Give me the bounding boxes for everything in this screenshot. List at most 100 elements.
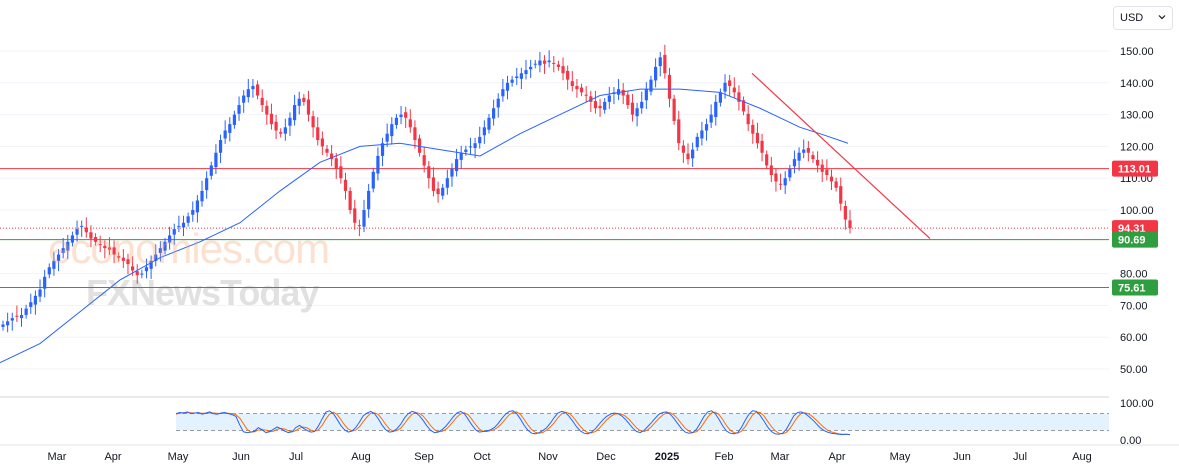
candle-body [126, 259, 130, 265]
candle-body [121, 257, 125, 261]
candle-body [524, 70, 528, 75]
candle [445, 169, 449, 195]
candle [769, 156, 773, 183]
candle [561, 57, 565, 81]
candle [237, 96, 241, 121]
candle-body [529, 66, 533, 70]
candle-body [399, 114, 403, 117]
candle-body [478, 136, 482, 144]
candle [390, 117, 394, 145]
candle [519, 67, 523, 90]
candle [612, 86, 616, 105]
level-label-90.69: 90.69 [1118, 235, 1146, 247]
candle-body [686, 153, 690, 160]
candle [283, 118, 287, 141]
candle [839, 177, 843, 211]
candle-body [70, 235, 75, 243]
stochastic-axis: 100.00 0.00 [1120, 398, 1154, 447]
candle-body [672, 98, 676, 121]
candle [38, 279, 42, 303]
candle-body [376, 155, 380, 174]
candle-body [353, 208, 357, 223]
time-tick-label: Jun [953, 451, 971, 463]
candle-body [487, 117, 491, 130]
candle-body [732, 87, 736, 93]
price-tick-label: 150.00 [1120, 46, 1154, 58]
candle-body [820, 164, 824, 172]
candle [218, 134, 223, 163]
candle-body [589, 96, 593, 102]
stochastic-tick-label: 0.00 [1120, 435, 1141, 447]
candle-body [603, 101, 607, 110]
candle [330, 144, 334, 167]
candle-body [6, 321, 10, 326]
candle-body [774, 173, 778, 182]
candle-body [195, 200, 199, 213]
candle-body [454, 159, 459, 172]
time-tick-label: Mar [771, 451, 790, 463]
candle-body [709, 114, 713, 123]
candle [19, 307, 24, 327]
candle [10, 312, 14, 331]
candle-body [621, 89, 625, 96]
candle [593, 90, 598, 114]
candle [422, 146, 426, 173]
candle-body [765, 154, 769, 166]
candle [107, 237, 112, 256]
time-tick-label: Jul [289, 451, 303, 463]
candle-body [1, 324, 5, 327]
candle [255, 80, 260, 100]
candle-body [177, 225, 181, 227]
candle [825, 159, 829, 181]
candle-body [144, 267, 149, 272]
candle [232, 110, 237, 129]
moving-average-line [0, 88, 849, 364]
candle [510, 75, 514, 87]
candle [709, 104, 713, 128]
time-tick-label: Dec [596, 451, 616, 463]
candle [1, 320, 5, 331]
candle-body [246, 89, 250, 98]
candle [181, 215, 186, 237]
candle [362, 199, 366, 233]
candle [371, 168, 375, 193]
candle-body [320, 138, 324, 147]
candle-body [839, 186, 843, 204]
candle [533, 59, 537, 69]
candle-body [575, 85, 579, 90]
candle-body [223, 130, 227, 139]
candle-body [380, 143, 385, 156]
candle-body [89, 232, 93, 239]
candle [269, 103, 274, 130]
currency-select[interactable]: USD [1113, 6, 1173, 30]
candle [616, 78, 621, 101]
candles [1, 44, 852, 333]
candle-body [547, 60, 551, 63]
candle [607, 86, 611, 109]
candle [436, 181, 440, 203]
level-label-113.01: 113.01 [1118, 164, 1151, 176]
candle-body [154, 254, 158, 261]
candle-body [24, 308, 28, 315]
candle [126, 253, 130, 275]
candle-body [746, 113, 750, 125]
currency-value: USD [1120, 12, 1144, 24]
candle-body [598, 105, 602, 109]
candle-body [140, 273, 144, 275]
candle-body [38, 289, 42, 297]
downtrend-line[interactable] [751, 72, 931, 240]
candle [334, 152, 338, 179]
candle [649, 75, 653, 96]
candle [501, 78, 505, 102]
candle-body [98, 244, 102, 246]
candle-body [806, 147, 810, 153]
candle [172, 223, 176, 245]
candle-body [135, 271, 139, 276]
candle [644, 82, 648, 109]
candle [228, 117, 232, 142]
candle-body [792, 159, 797, 167]
candle [154, 244, 158, 267]
candle-body [570, 81, 574, 86]
candle-body [501, 89, 505, 97]
